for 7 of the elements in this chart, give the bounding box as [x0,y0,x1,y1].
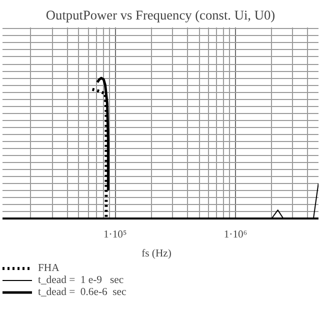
legend-label: t_dead = 0.6e-6 sec [38,286,126,298]
legend-label: t_dead = 1 e-9 sec [38,274,124,286]
legend-label: FHA [38,262,60,274]
chart-title: OutputPower vs Frequency (const. Ui, U0) [46,8,276,22]
x-axis-title: fs (Hz) [142,248,172,260]
x-tick-label: 1·10⁶ [224,230,248,240]
x-tick-label: 1·10⁵ [103,230,127,240]
